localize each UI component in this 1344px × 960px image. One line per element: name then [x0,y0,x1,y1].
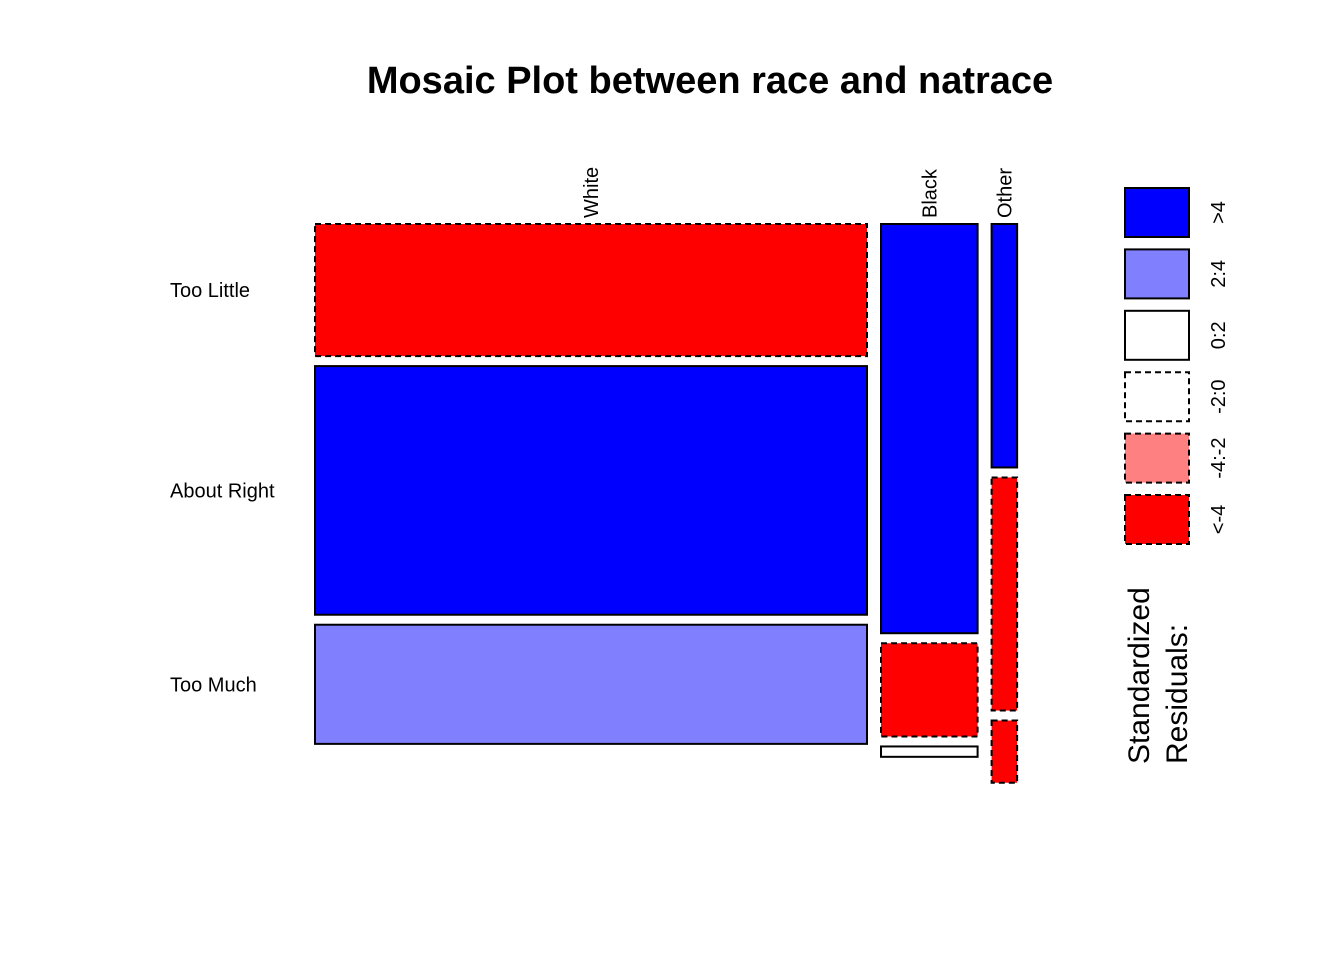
legend-swatch-5 [1124,494,1190,545]
legend-label-5: <-4 [1208,505,1230,534]
mosaic-tile-black-about-right [880,642,979,738]
mosaic-tile-black-too-much [880,745,979,758]
legend-label-0: >4 [1208,201,1230,224]
legend-title-line-1: Residuals: [1161,624,1194,764]
legend-swatch-4 [1124,432,1190,484]
mosaic-tile-black-too-little [880,223,979,635]
legend-swatch-3 [1124,371,1190,423]
mosaic-tile-white-about-right [314,365,868,616]
legend-label-1: 2:4 [1208,260,1230,288]
row-label-too-much: Too Much [170,674,257,696]
legend-swatch-2 [1124,309,1190,361]
mosaic-tile-other-too-much [990,719,1019,784]
column-label-other: Other [994,168,1016,218]
mosaic-tile-other-too-little [990,223,1019,469]
legend-title-line-0: Standardized [1123,587,1156,764]
row-label-too-little: Too Little [170,280,250,302]
chart-title: Mosaic Plot between race and natrace [367,60,1053,102]
legend-label-3: -2:0 [1208,379,1230,413]
column-label-white: White [581,167,603,218]
legend-swatch-1 [1124,248,1190,300]
legend-label-4: -4:-2 [1208,438,1230,479]
legend-label-2: 0:2 [1208,321,1230,349]
mosaic-tile-white-too-much [314,623,868,745]
column-label-black: Black [919,168,941,218]
mosaic-tile-white-too-little [314,223,868,358]
mosaic-tile-other-about-right [990,476,1019,712]
row-label-about-right: About Right [170,480,275,502]
legend-swatch-0 [1124,187,1190,238]
